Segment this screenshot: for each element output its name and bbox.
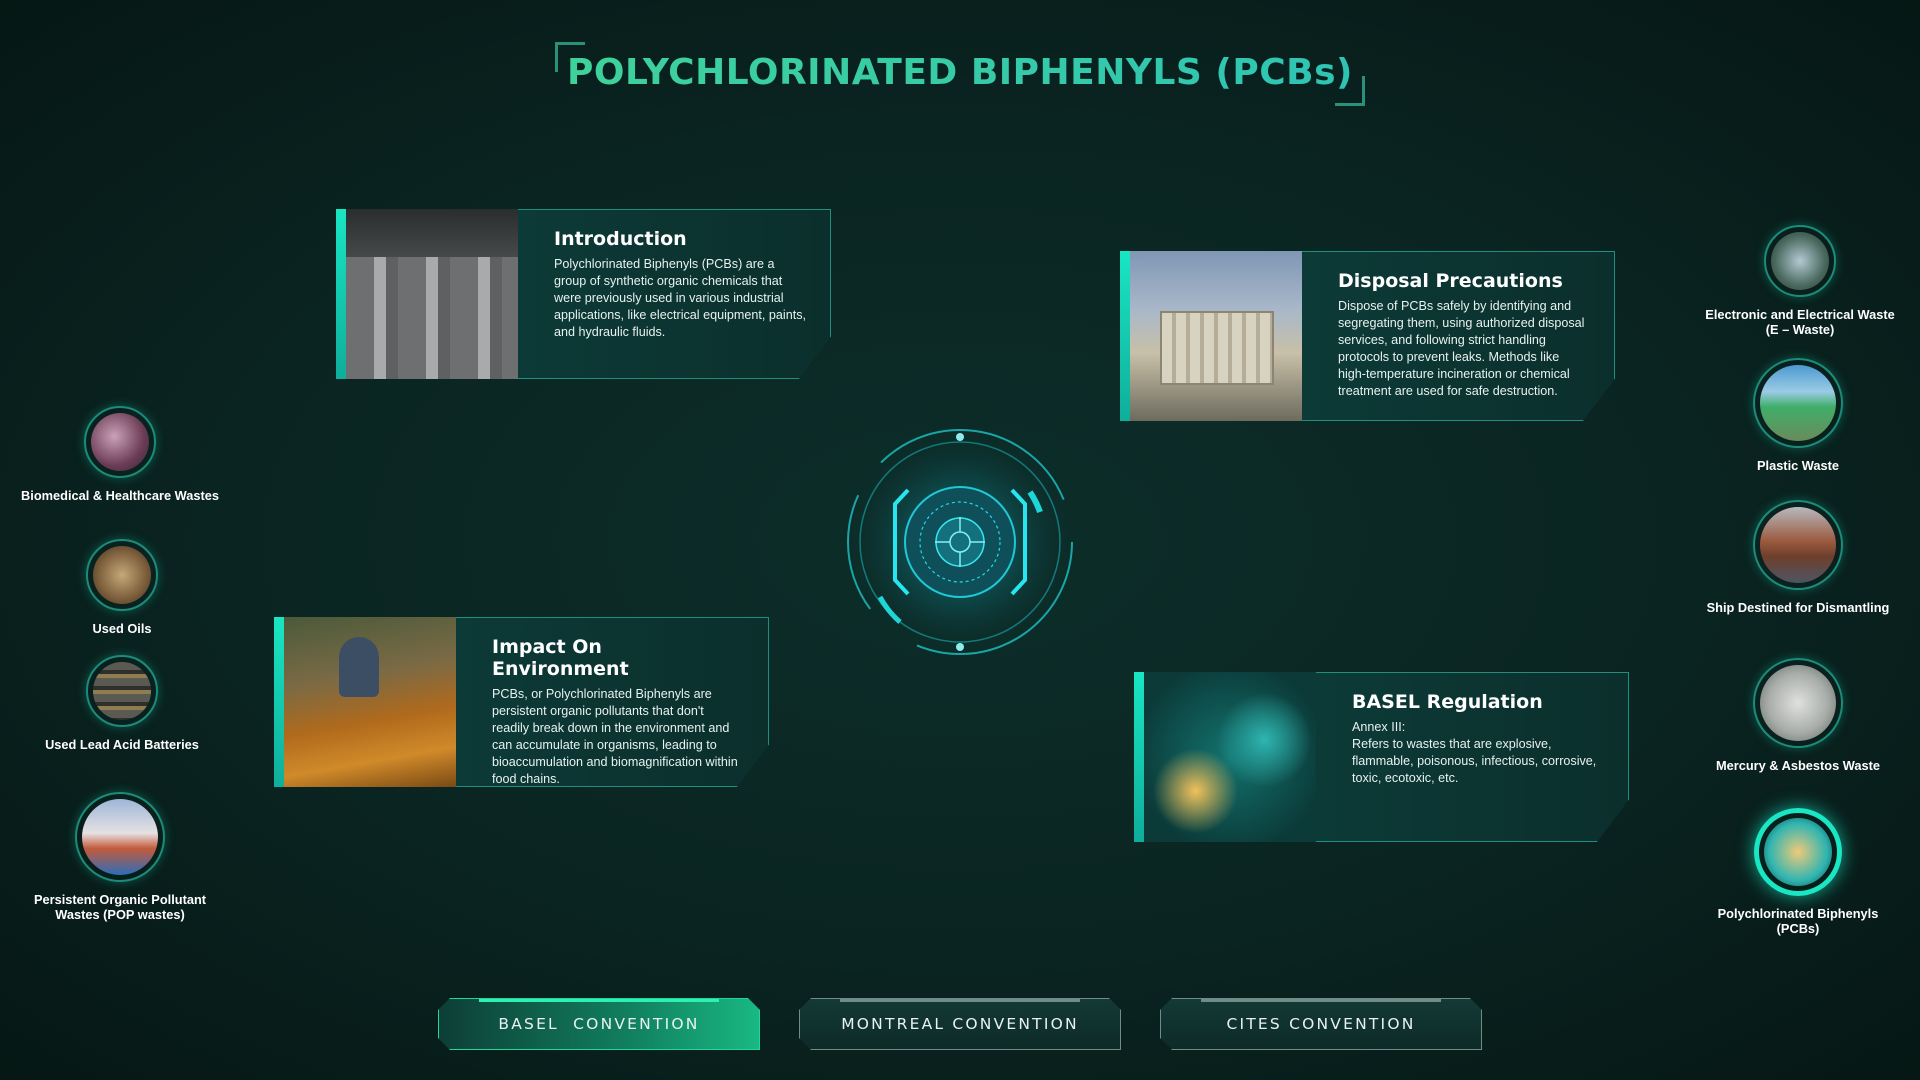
disposal-precautions-card: Disposal Precautions Dispose of PCBs saf… xyxy=(1120,251,1615,421)
waste-ring xyxy=(1764,225,1836,297)
montreal-convention-label: MONTREAL CONVENTION xyxy=(841,1015,1079,1033)
impact-heading: Impact On Environment xyxy=(492,636,629,680)
waste-label: Electronic and Electrical Waste (E – Was… xyxy=(1705,307,1895,337)
disposal-text: Dispose of PCBs safely by identifying an… xyxy=(1338,299,1585,398)
montreal-convention-button[interactable]: MONTREAL CONVENTION xyxy=(799,998,1121,1050)
waste-label: Ship Destined for Dismantling xyxy=(1706,600,1890,615)
basel-annex-label: Annex III: xyxy=(1352,720,1406,734)
waste-label: Persistent Organic Pollutant Wastes (POP… xyxy=(33,892,207,922)
waste-item-ship-dismantling[interactable]: Ship Destined for Dismantling xyxy=(1698,500,1898,615)
ship-icon xyxy=(1760,507,1836,583)
card-accent-bar xyxy=(274,617,284,787)
cites-convention-button[interactable]: CITES CONVENTION xyxy=(1160,998,1482,1050)
waste-label: Polychlorinated Biphenyls (PCBs) xyxy=(1717,906,1879,936)
disposal-card-body: Disposal Precautions Dispose of PCBs saf… xyxy=(1302,251,1615,421)
molecule-photo xyxy=(1144,672,1316,842)
disposal-heading: Disposal Precautions xyxy=(1338,270,1563,292)
biomedical-waste-icon xyxy=(91,413,149,471)
button-top-line xyxy=(840,999,1080,1002)
factory-pollution-icon xyxy=(82,799,158,875)
waste-ring-active xyxy=(1754,808,1842,896)
waste-ring xyxy=(86,539,158,611)
basel-convention-button[interactable]: BASEL CONVENTION xyxy=(438,998,760,1050)
waste-label: Biomedical & Healthcare Wastes xyxy=(21,488,219,503)
corner-bracket-top-left xyxy=(555,42,585,72)
title-frame: POLYCHLORINATED BIPHENYLS (PCBs) xyxy=(555,42,1365,106)
basel-card-body: BASEL Regulation Annex III: Refers to wa… xyxy=(1316,672,1629,842)
waste-label: Used Oils xyxy=(92,621,152,636)
impact-on-environment-card: Impact On Environment PCBs, or Polychlor… xyxy=(274,617,769,787)
batteries-icon xyxy=(93,662,151,720)
oil-barrels-icon xyxy=(93,546,151,604)
introduction-card: Introduction Polychlorinated Biphenyls (… xyxy=(336,209,831,379)
waste-ring xyxy=(1753,500,1843,590)
waste-label: Used Lead Acid Batteries xyxy=(45,737,199,752)
corner-bracket-bottom-right xyxy=(1335,76,1365,106)
waste-item-pop-wastes[interactable]: Persistent Organic Pollutant Wastes (POP… xyxy=(20,792,220,922)
center-hud-target-icon xyxy=(845,427,1075,657)
mercury-asbestos-icon xyxy=(1760,665,1836,741)
plastic-waste-icon xyxy=(1760,365,1836,441)
waste-item-e-waste[interactable]: Electronic and Electrical Waste (E – Was… xyxy=(1700,225,1900,337)
waste-item-plastic[interactable]: Plastic Waste xyxy=(1698,358,1898,473)
transformer-photo xyxy=(1130,251,1302,421)
waste-item-mercury-asbestos[interactable]: Mercury & Asbestos Waste xyxy=(1698,658,1898,773)
waste-ring xyxy=(84,406,156,478)
basel-text: Refers to wastes that are explosive, fla… xyxy=(1352,737,1597,785)
card-accent-bar xyxy=(336,209,346,379)
e-waste-icon xyxy=(1771,232,1829,290)
page-title: POLYCHLORINATED BIPHENYLS (PCBs) xyxy=(555,52,1365,93)
basel-regulation-card: BASEL Regulation Annex III: Refers to wa… xyxy=(1134,672,1629,842)
waste-label: Plastic Waste xyxy=(1756,458,1840,473)
cites-convention-label: CITES CONVENTION xyxy=(1226,1015,1416,1033)
introduction-heading: Introduction xyxy=(554,228,687,250)
waste-item-pcbs[interactable]: Polychlorinated Biphenyls (PCBs) xyxy=(1698,808,1898,936)
card-accent-bar xyxy=(1134,672,1144,842)
polluted-river-photo xyxy=(284,617,456,787)
capacitors-photo xyxy=(346,209,518,379)
button-top-line xyxy=(479,999,719,1002)
waste-label: Mercury & Asbestos Waste xyxy=(1715,758,1881,773)
waste-ring xyxy=(1753,358,1843,448)
waste-ring xyxy=(1753,658,1843,748)
card-accent-bar xyxy=(1120,251,1130,421)
basel-heading: BASEL Regulation xyxy=(1352,691,1543,713)
introduction-card-body: Introduction Polychlorinated Biphenyls (… xyxy=(518,209,831,379)
pcb-icon xyxy=(1764,818,1832,886)
impact-text: PCBs, or Polychlorinated Biphenyls are p… xyxy=(492,687,738,786)
waste-item-lead-acid-batteries[interactable]: Used Lead Acid Batteries xyxy=(22,655,222,752)
introduction-text: Polychlorinated Biphenyls (PCBs) are a g… xyxy=(554,257,807,339)
waste-ring xyxy=(75,792,165,882)
waste-ring xyxy=(86,655,158,727)
basel-convention-label: BASEL CONVENTION xyxy=(498,1015,700,1033)
button-top-line xyxy=(1201,999,1441,1002)
impact-card-body: Impact On Environment PCBs, or Polychlor… xyxy=(456,617,769,787)
waste-item-biomedical[interactable]: Biomedical & Healthcare Wastes xyxy=(20,406,220,503)
waste-item-used-oils[interactable]: Used Oils xyxy=(22,539,222,636)
